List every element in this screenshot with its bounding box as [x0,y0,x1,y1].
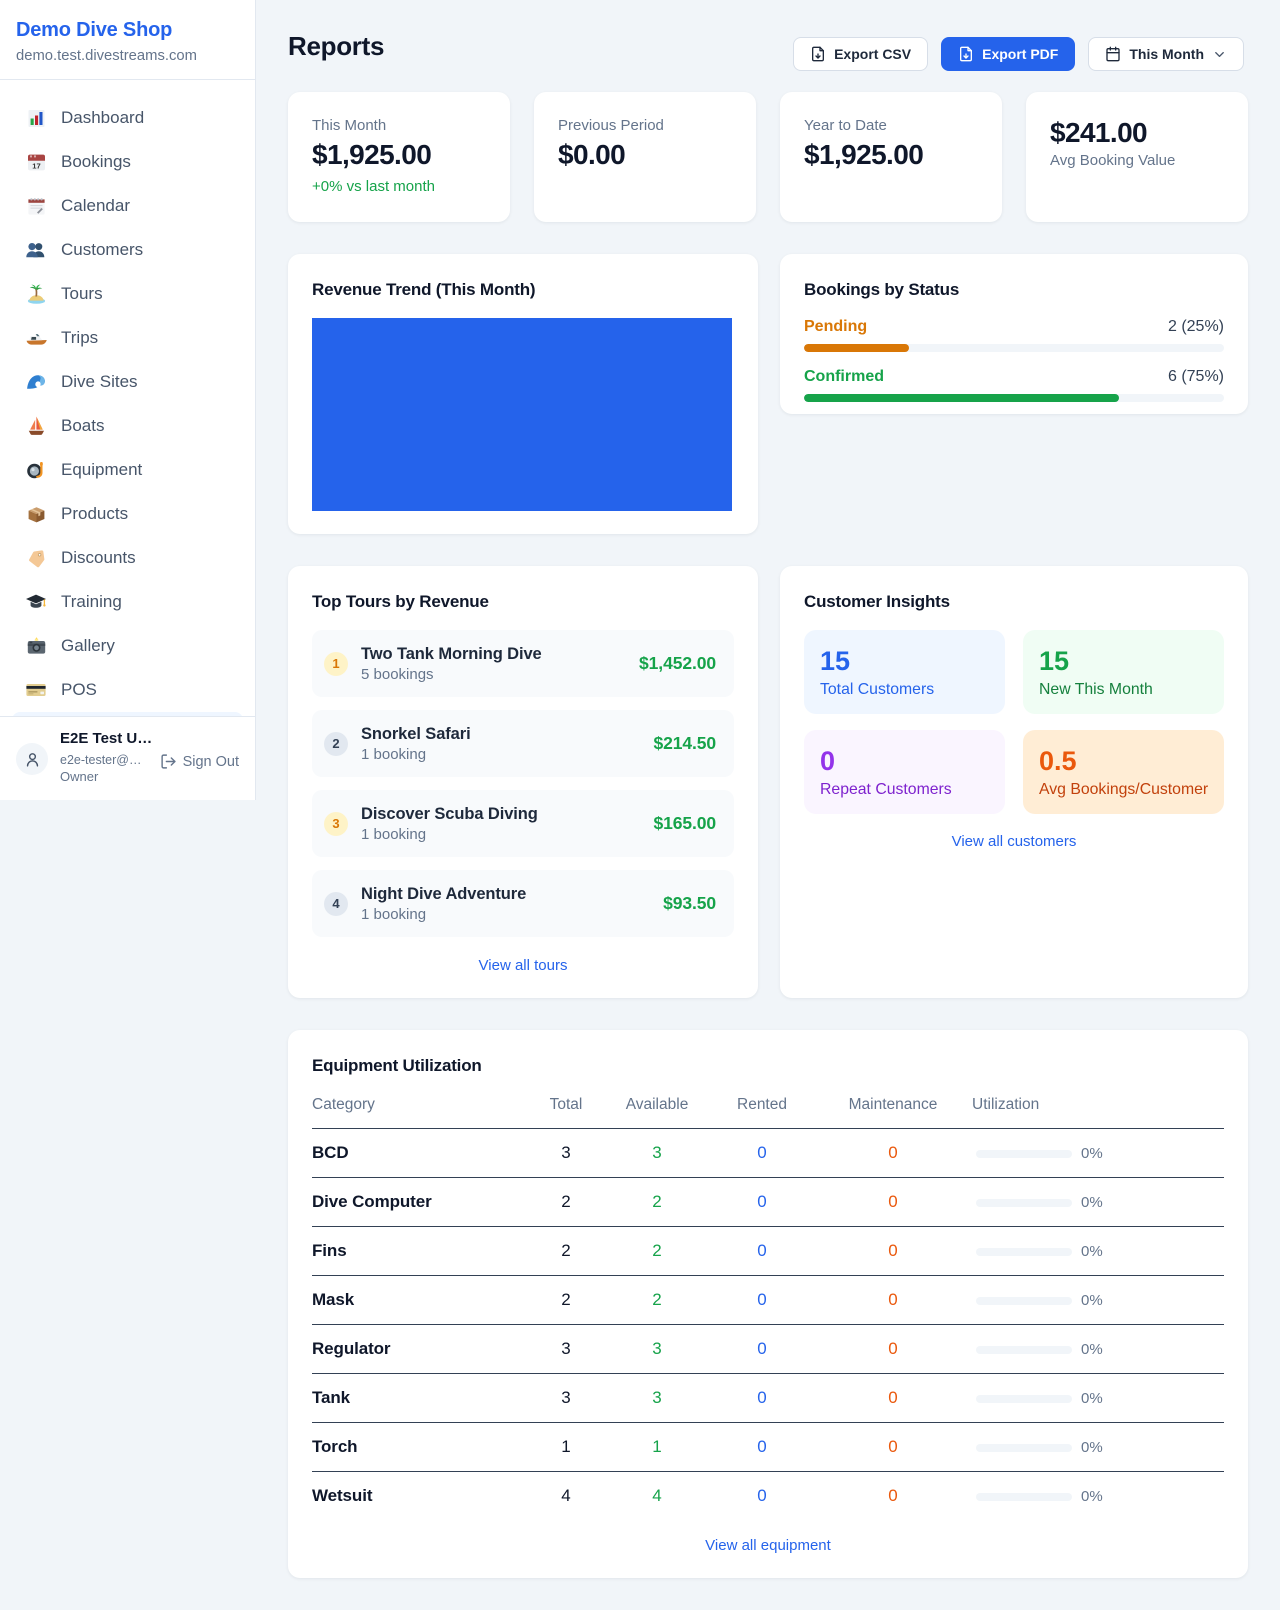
svg-text:17: 17 [32,161,40,170]
